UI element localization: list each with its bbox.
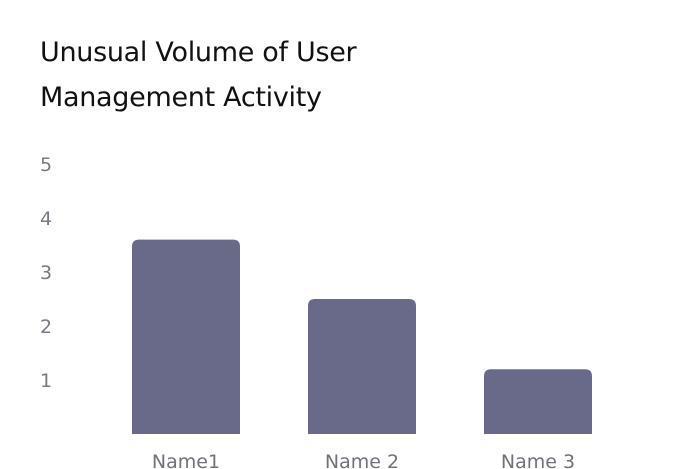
y-tick-label: 4: [40, 208, 52, 230]
chart-title: Unusual Volume of User Management Activi…: [40, 37, 357, 113]
y-tick-label: 1: [40, 370, 52, 392]
bar-name-3[interactable]: [484, 369, 592, 434]
x-category-label: Name1: [152, 451, 220, 469]
y-tick-label: 2: [40, 316, 52, 338]
bar-name-2[interactable]: [308, 299, 416, 434]
y-tick-label: 3: [40, 262, 52, 284]
y-tick-label: 5: [40, 154, 52, 176]
x-category-label: Name 2: [325, 451, 399, 469]
bar-name1[interactable]: [132, 239, 240, 434]
x-category-label: Name 3: [501, 451, 575, 469]
